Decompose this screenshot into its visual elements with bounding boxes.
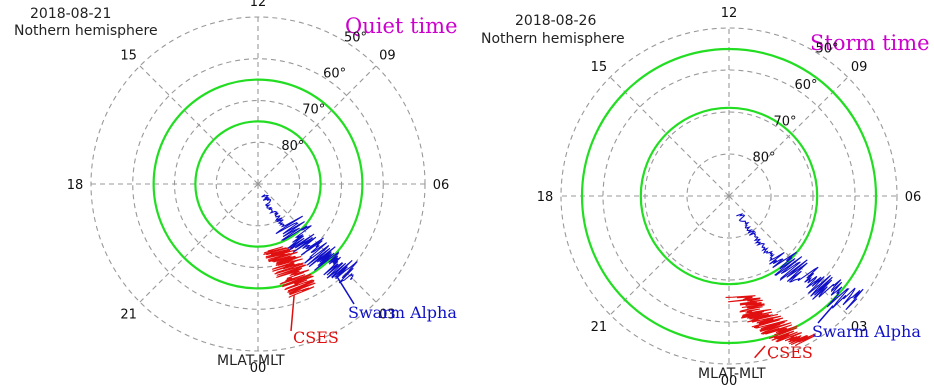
- mlt-label: 15: [591, 60, 608, 75]
- cses-pointer-line: [290, 295, 295, 332]
- grid-spoke: [609, 195, 730, 316]
- oval-boundary-circle: [152, 78, 364, 290]
- mlt-label: 21: [591, 320, 608, 335]
- mlt-label: 06: [433, 178, 450, 193]
- grid-circle: [215, 141, 301, 227]
- condition-label: Storm time: [810, 31, 930, 55]
- mlt-label: 00: [721, 374, 738, 387]
- swarm-pointer-line: [335, 275, 355, 305]
- mlt-label: 03: [379, 307, 396, 322]
- grid-spoke: [139, 183, 259, 303]
- mlt-label: 12: [721, 6, 738, 21]
- mlat-label: 70°: [302, 103, 325, 118]
- swarm-pointer-line: [817, 305, 834, 324]
- series-trace-cses: [263, 246, 316, 298]
- polar-plot-panel-left: 2018-08-21 Nothern hemisphere Quiet time…: [14, 0, 458, 376]
- grid-circle: [132, 58, 384, 310]
- series-trace-swarm-alpha: [261, 194, 358, 284]
- date-label: 2018-08-21: [30, 6, 112, 22]
- grid-spoke: [728, 76, 849, 197]
- mlt-label: 12: [250, 0, 267, 10]
- mlat-label: 70°: [773, 114, 796, 129]
- grid-spoke: [609, 76, 730, 197]
- hemisphere-label: Nothern hemisphere: [481, 31, 625, 47]
- polar-plot-left: 12 09 06 03 00 21 18 15 50° 60° 70° 80° CSES Swarm Al…: [67, 0, 458, 376]
- polar-plot-right: 12 09 06 03 00 21 18 15 50° 60° 70° 80° CSES Swarm Al…: [537, 6, 922, 387]
- mlt-label: 09: [379, 49, 396, 64]
- cses-label: CSES: [767, 343, 813, 362]
- mlat-label: 60°: [323, 67, 346, 82]
- condition-label: Quiet time: [345, 14, 458, 38]
- oval-boundary-circle: [194, 120, 322, 248]
- mlt-label: 21: [120, 307, 137, 322]
- mlt-label: 15: [120, 49, 137, 64]
- cses-pointer-line: [754, 345, 766, 359]
- coordinate-label: MLAT-MLT: [698, 366, 766, 382]
- date-label: 2018-08-26: [515, 13, 597, 29]
- mlt-label: 18: [537, 190, 554, 205]
- swarm-alpha-label: Swarm Alpha: [812, 322, 921, 341]
- mlt-label: 18: [67, 178, 84, 193]
- mlat-label: 80°: [752, 151, 775, 166]
- hemisphere-label: Nothern hemisphere: [14, 23, 158, 39]
- mlat-label: 80°: [281, 139, 304, 154]
- grid-spoke: [257, 65, 377, 185]
- series-trace-cses: [725, 295, 816, 347]
- polar-plot-panel-right: 2018-08-26 Nothern hemisphere Storm time…: [467, 0, 934, 387]
- mlat-label: 60°: [794, 78, 817, 93]
- swarm-alpha-label: Swarm Alpha: [348, 303, 457, 322]
- mlt-label: 09: [851, 60, 868, 75]
- grid-circle: [686, 153, 772, 239]
- grid-circle: [560, 27, 898, 365]
- mlt-label: 03: [851, 320, 868, 335]
- series-trace-swarm-alpha: [736, 213, 864, 311]
- oval-boundary-circle: [580, 47, 878, 345]
- mlt-label: 06: [905, 190, 922, 205]
- coordinate-label: MLAT-MLT: [217, 353, 285, 369]
- grid-spoke: [728, 195, 849, 316]
- cses-label: CSES: [293, 328, 339, 347]
- oval-boundary-circle: [639, 106, 819, 286]
- mlat-label: 50°: [815, 42, 838, 57]
- mlat-label: 50°: [344, 30, 367, 45]
- grid-spoke: [139, 65, 259, 185]
- mlt-label: 00: [250, 361, 267, 376]
